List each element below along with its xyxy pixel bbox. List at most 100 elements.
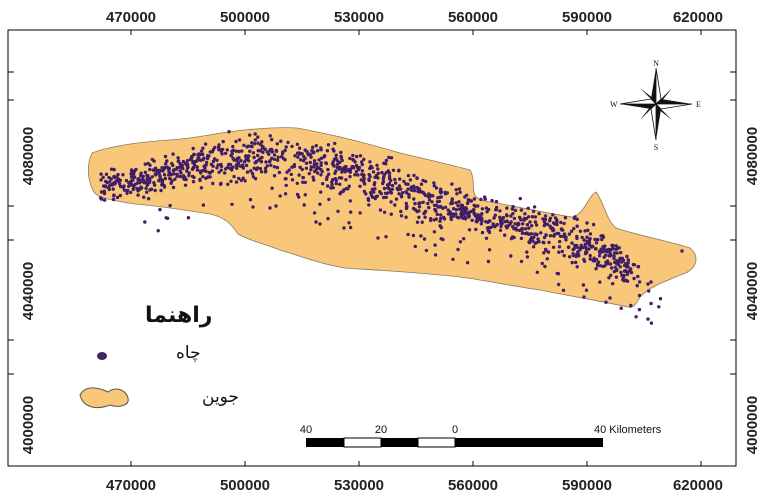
well-point — [182, 177, 186, 181]
well-point — [609, 273, 613, 277]
well-point — [634, 315, 638, 319]
well-point — [560, 249, 564, 254]
x-tick-label: 560000 — [448, 9, 498, 26]
well-point — [199, 149, 204, 153]
well-point — [310, 148, 314, 153]
well-point — [131, 187, 135, 192]
well-point — [473, 211, 477, 216]
well-point — [275, 158, 280, 162]
well-point — [290, 178, 295, 182]
well-point — [248, 197, 253, 202]
well-point — [442, 215, 446, 220]
well-point — [419, 182, 424, 186]
well-point — [376, 236, 380, 240]
well-point — [467, 215, 471, 219]
well-point — [523, 212, 527, 216]
well-point — [145, 173, 149, 178]
well-point — [296, 155, 300, 159]
well-point — [223, 151, 228, 156]
x-axis-bottom: 470000 500000 530000 560000 590000 62000… — [106, 461, 723, 494]
well-point — [301, 175, 305, 180]
well-point — [472, 203, 476, 207]
well-point — [189, 157, 193, 161]
well-point — [536, 237, 540, 241]
well-point — [368, 175, 372, 179]
well-point — [406, 173, 411, 178]
well-point — [382, 210, 387, 214]
well-point — [274, 148, 278, 153]
well-point — [298, 165, 302, 169]
well-point — [381, 181, 385, 186]
well-point — [527, 226, 531, 230]
well-point — [354, 169, 359, 174]
well-point — [574, 254, 578, 259]
well-point — [103, 184, 108, 189]
well-point — [145, 190, 149, 194]
well-point — [611, 282, 615, 286]
well-point — [575, 217, 579, 221]
well-point — [348, 199, 352, 203]
well-point — [530, 224, 534, 228]
well-point — [349, 210, 353, 214]
well-point — [649, 301, 653, 306]
well-point — [99, 172, 103, 176]
well-point — [551, 245, 556, 249]
well-point — [326, 143, 331, 147]
well-point — [412, 197, 416, 201]
well-point — [139, 171, 143, 175]
well-point — [376, 176, 380, 180]
well-point — [523, 227, 528, 231]
well-point — [272, 174, 277, 178]
well-point — [441, 237, 445, 242]
well-point — [474, 219, 478, 224]
well-point — [221, 139, 225, 144]
well-point — [429, 217, 433, 221]
well-point — [375, 194, 379, 198]
well-point — [286, 140, 290, 145]
well-point — [455, 192, 459, 196]
well-point — [625, 265, 629, 269]
well-point — [319, 163, 323, 168]
well-point — [503, 233, 507, 237]
well-point — [594, 247, 598, 251]
well-point — [387, 174, 392, 179]
well-point — [373, 196, 377, 201]
well-point — [490, 198, 494, 203]
well-point — [535, 232, 539, 237]
well-point — [567, 232, 572, 236]
well-point — [234, 158, 238, 162]
well-point — [195, 165, 199, 169]
well-point — [406, 182, 410, 186]
well-point — [136, 177, 141, 181]
well-point — [386, 186, 390, 190]
well-point — [268, 134, 272, 138]
well-point — [386, 191, 390, 195]
well-point — [454, 188, 458, 192]
well-point — [433, 253, 438, 257]
well-point — [253, 177, 258, 181]
well-point — [210, 169, 215, 173]
well-point — [360, 172, 364, 177]
well-point — [603, 244, 607, 248]
well-point — [625, 272, 630, 277]
well-point — [555, 219, 559, 224]
well-point — [185, 169, 189, 173]
well-point — [219, 181, 223, 186]
well-point — [545, 222, 550, 226]
well-point — [315, 162, 319, 166]
well-point — [270, 186, 274, 190]
well-point — [375, 163, 379, 167]
well-point — [456, 204, 460, 208]
well-point — [373, 181, 377, 185]
well-point — [242, 160, 247, 164]
well-point — [301, 180, 305, 184]
well-point — [243, 179, 247, 183]
well-point — [165, 165, 169, 169]
well-point — [330, 183, 334, 187]
well-point — [256, 141, 260, 145]
well-point — [483, 197, 487, 201]
well-point — [260, 140, 264, 144]
well-point — [165, 159, 169, 163]
well-point — [297, 195, 301, 199]
well-point — [142, 195, 146, 199]
